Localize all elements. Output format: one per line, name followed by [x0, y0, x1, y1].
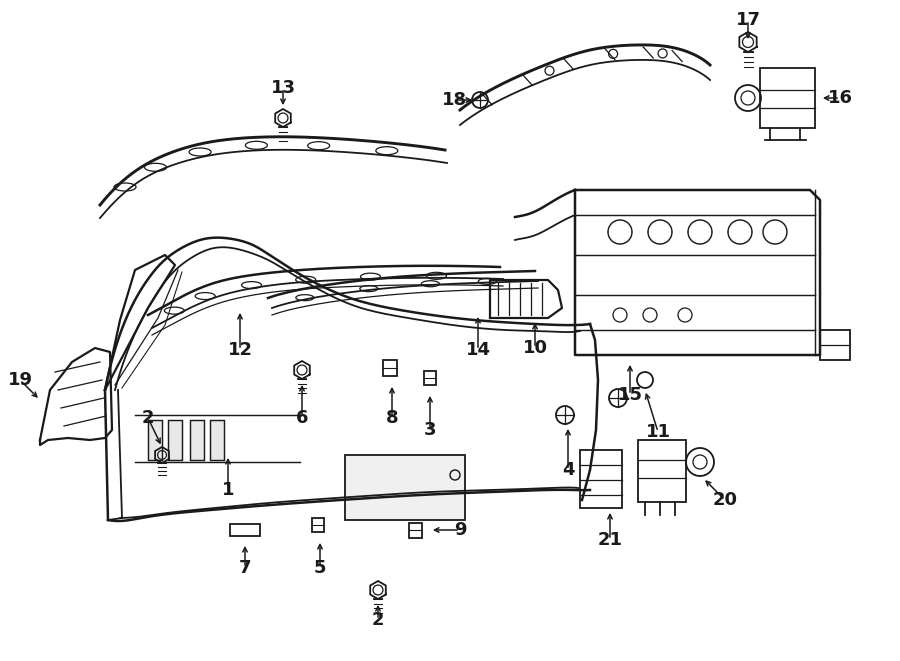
Text: 5: 5 [314, 559, 326, 577]
Text: 4: 4 [562, 461, 574, 479]
Text: 13: 13 [271, 79, 295, 97]
Bar [210, 420, 224, 460]
Text: 20: 20 [713, 491, 737, 509]
Ellipse shape [427, 272, 446, 280]
Bar [638, 440, 686, 502]
Text: 17: 17 [735, 11, 760, 29]
Bar [312, 518, 324, 532]
Text: 14: 14 [465, 341, 491, 359]
Text: 2: 2 [372, 611, 384, 629]
Ellipse shape [360, 286, 378, 292]
Ellipse shape [145, 163, 166, 171]
Bar [760, 68, 815, 128]
Ellipse shape [308, 141, 329, 149]
Bar [148, 420, 162, 460]
Ellipse shape [165, 307, 184, 314]
Text: 6: 6 [296, 409, 308, 427]
Bar [190, 420, 204, 460]
Bar [230, 524, 260, 536]
Ellipse shape [376, 147, 398, 155]
Ellipse shape [361, 273, 381, 280]
Bar [424, 371, 436, 385]
Text: 16: 16 [827, 89, 852, 107]
Ellipse shape [195, 293, 215, 299]
Text: 3: 3 [424, 421, 436, 439]
Ellipse shape [246, 141, 267, 149]
Text: 21: 21 [598, 531, 623, 549]
Bar [409, 522, 421, 537]
Text: 9: 9 [454, 521, 466, 539]
Ellipse shape [421, 281, 439, 287]
Ellipse shape [114, 183, 136, 191]
Ellipse shape [241, 282, 262, 289]
Ellipse shape [296, 295, 314, 301]
Text: 7: 7 [238, 559, 251, 577]
Ellipse shape [296, 276, 316, 283]
Bar [820, 330, 850, 360]
Text: 2: 2 [142, 409, 154, 427]
Text: 15: 15 [617, 386, 643, 404]
Ellipse shape [189, 148, 212, 156]
Bar [580, 450, 622, 508]
Text: 11: 11 [645, 423, 670, 441]
Ellipse shape [478, 278, 496, 284]
Text: 8: 8 [386, 409, 399, 427]
Text: 18: 18 [443, 91, 468, 109]
Bar [168, 420, 182, 460]
Bar [345, 455, 465, 520]
Text: 1: 1 [221, 481, 234, 499]
Text: 12: 12 [228, 341, 253, 359]
Bar [383, 360, 397, 376]
Text: 19: 19 [7, 371, 32, 389]
Text: 10: 10 [523, 339, 547, 357]
